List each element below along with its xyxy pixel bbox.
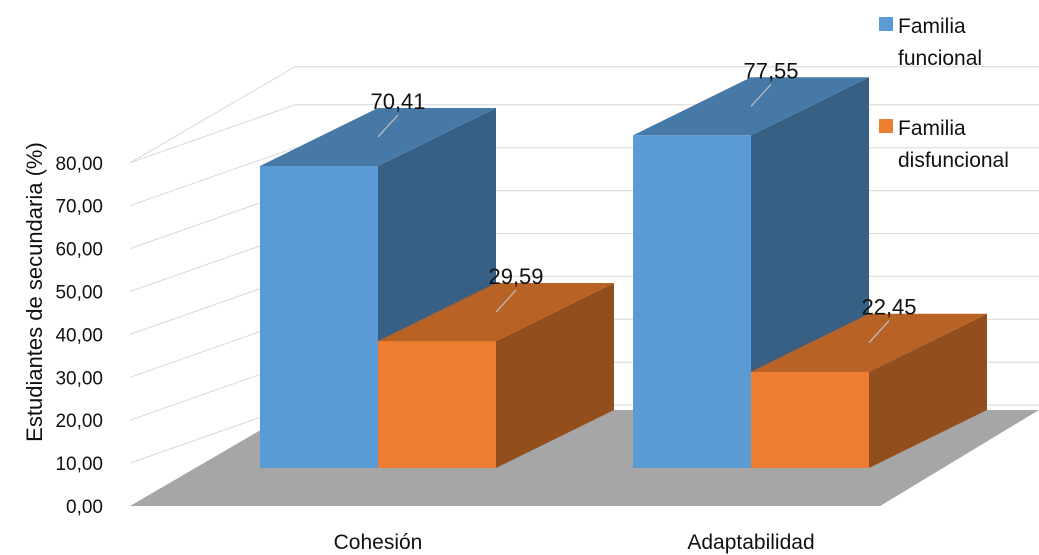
data-labels: 70,41 29,59 77,55 22,45 (370, 58, 917, 344)
bars (260, 77, 987, 469)
y-tick-label: 40,00 (55, 325, 103, 346)
y-tick-label: 60,00 (55, 240, 103, 261)
legend-label-line1: Familia (898, 15, 966, 38)
legend-label-funcional: Familia funcional (898, 11, 982, 75)
bar-front (751, 371, 869, 468)
x-tick-label: Cohesión (334, 531, 423, 554)
data-label: 29,59 (488, 264, 543, 289)
y-tick-label: 80,00 (55, 154, 103, 175)
legend-label-line1: Familia (898, 117, 966, 140)
bar-front (378, 341, 496, 468)
bar-side (869, 313, 987, 468)
gridline (129, 66, 1039, 164)
legend-swatch-disfuncional (879, 119, 893, 133)
legend-item-funcional: Familia funcional (879, 11, 982, 75)
y-axis-title: Estudiantes de secundaria (%) (22, 142, 47, 442)
x-axis-ticks: Cohesión Adaptabilidad (334, 531, 815, 554)
legend-label-line2: disfuncional (898, 149, 1009, 172)
data-label-leader (495, 289, 517, 313)
data-label-leader (868, 320, 890, 344)
bar-front (633, 135, 751, 469)
data-label: 22,45 (861, 295, 916, 320)
y-tick-label: 50,00 (55, 283, 103, 304)
y-tick-label: 0,00 (66, 497, 103, 518)
data-label-leader (377, 114, 399, 138)
bar-side (496, 283, 614, 468)
y-tick-label: 10,00 (55, 454, 103, 475)
legend-item-disfuncional: Familia disfuncional (879, 113, 1009, 177)
data-label: 77,55 (743, 58, 798, 83)
y-tick-label: 30,00 (55, 368, 103, 389)
y-axis-ticks: 0,00 10,00 20,00 30,00 40,00 50,00 60,00 70,00 8… (55, 154, 103, 518)
y-tick-label: 20,00 (55, 411, 103, 432)
x-tick-label: Adaptabilidad (687, 531, 814, 554)
bar (751, 313, 987, 468)
legend-label-disfuncional: Familia disfuncional (898, 113, 1009, 177)
legend-swatch-funcional (879, 17, 893, 31)
y-tick-label: 70,00 (55, 197, 103, 218)
data-label-leader (750, 83, 772, 107)
legend-label-line2: funcional (898, 47, 983, 70)
data-label: 70,41 (370, 89, 425, 114)
bar-front (260, 165, 378, 468)
